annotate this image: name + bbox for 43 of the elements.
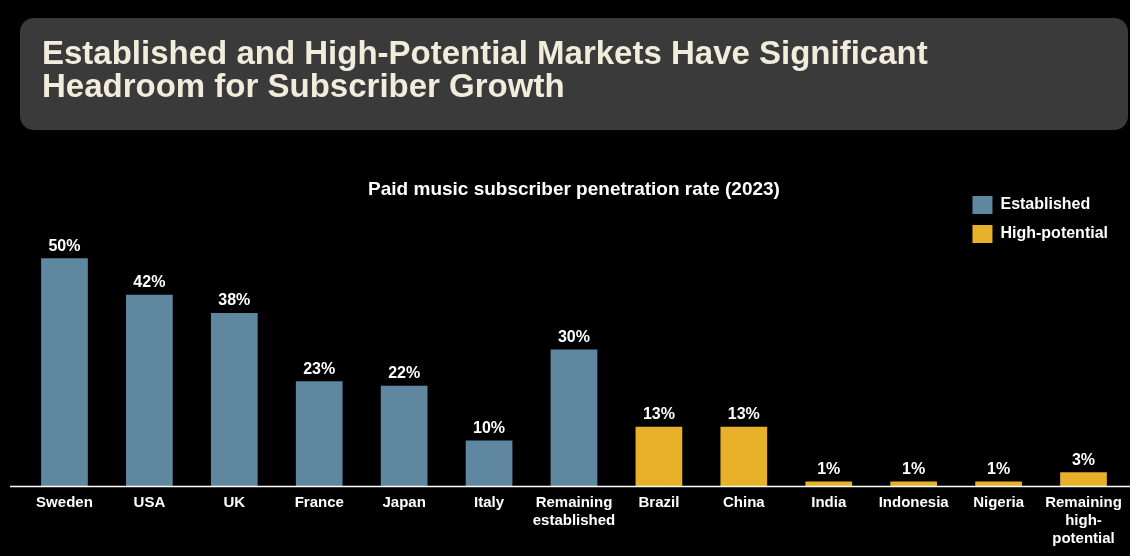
data-label: 42% (133, 273, 166, 291)
bar (380, 385, 428, 486)
data-label: 10% (473, 418, 506, 436)
x-tick-label: Japan (382, 493, 426, 511)
data-label: 1% (987, 459, 1011, 477)
data-label: 1% (817, 459, 841, 477)
x-tick-label: China (722, 493, 766, 511)
data-label: 13% (642, 405, 675, 423)
legend-label: Established (1000, 195, 1091, 213)
bar (720, 426, 768, 486)
x-tick-label: Remaining high-potential (1045, 493, 1122, 547)
x-tick-label: India (811, 493, 847, 511)
bar (550, 349, 598, 486)
bar (1060, 472, 1107, 486)
data-label: 38% (218, 291, 251, 309)
x-tick-label: Brazil (638, 493, 680, 511)
x-tick-label: Italy (474, 493, 505, 511)
bar (126, 294, 173, 486)
x-tick-label: Sweden (36, 493, 93, 511)
data-label: 50% (48, 236, 81, 254)
bar (635, 426, 683, 486)
chart-title: Established and High-Potential Markets Have Significant Headroom for Subscriber Growth (42, 34, 929, 104)
bar (975, 481, 1022, 486)
x-tick-label: Indonesia (878, 493, 950, 511)
bar (805, 481, 853, 486)
bar (295, 381, 343, 486)
x-tick-label: Nigeria (973, 493, 1025, 511)
data-label: 1% (902, 459, 926, 477)
bar (41, 258, 88, 486)
chart-subtitle: Paid music subscriber penetration rate (2023) (368, 177, 780, 199)
legend-label: High-potential (1000, 224, 1109, 242)
data-label: 3% (1071, 450, 1096, 468)
x-tick-label: UK (223, 493, 246, 511)
x-tick-label: France (294, 493, 344, 511)
bar (465, 440, 513, 486)
data-label: 22% (388, 364, 421, 382)
data-label: 23% (303, 359, 336, 377)
x-tick-label: Remaining established (532, 493, 616, 529)
data-label: 30% (557, 327, 590, 345)
bar (890, 481, 938, 486)
data-label: 13% (727, 405, 760, 423)
bar (210, 312, 258, 486)
x-tick-label: USA (133, 493, 166, 511)
